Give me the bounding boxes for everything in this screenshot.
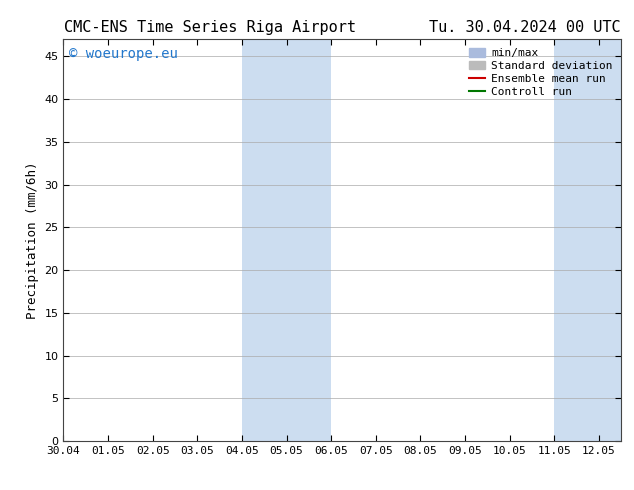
- Legend: min/max, Standard deviation, Ensemble mean run, Controll run: min/max, Standard deviation, Ensemble me…: [465, 45, 616, 100]
- Y-axis label: Precipitation (mm/6h): Precipitation (mm/6h): [26, 161, 39, 319]
- Bar: [554, 39, 621, 441]
- Text: © woeurope.eu: © woeurope.eu: [69, 47, 178, 61]
- Title: CMC-ENS Time Series Riga Airport        Tu. 30.04.2024 00 UTC: CMC-ENS Time Series Riga Airport Tu. 30.…: [64, 20, 621, 35]
- Bar: [242, 39, 331, 441]
